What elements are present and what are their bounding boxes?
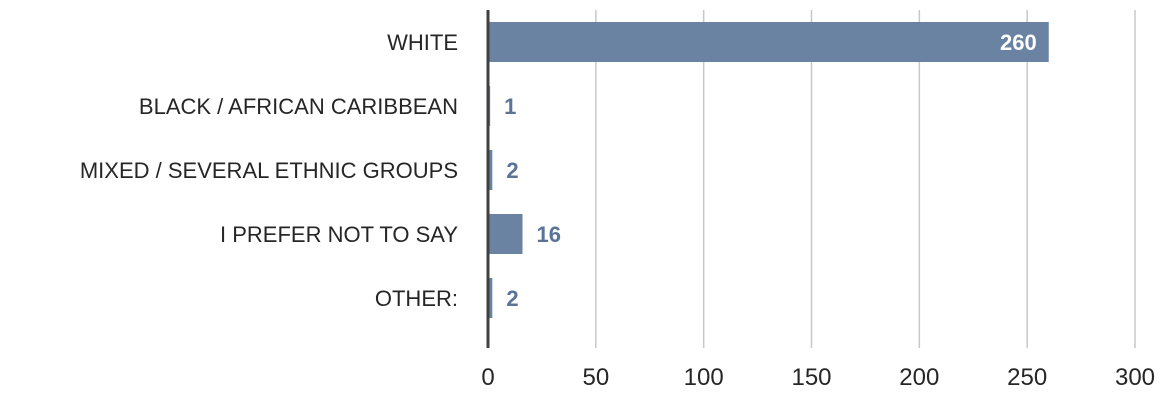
data-label: 16 bbox=[537, 222, 561, 247]
category-label: BLACK / AFRICAN CARIBBEAN bbox=[139, 94, 458, 119]
x-tick-labels: 0 50 100 150 200 250 300 bbox=[481, 364, 1155, 391]
bar bbox=[488, 22, 1049, 62]
data-label: 2 bbox=[506, 286, 518, 311]
x-tick-label: 200 bbox=[899, 364, 939, 391]
x-tick-label: 100 bbox=[684, 364, 724, 391]
data-label: 1 bbox=[504, 94, 516, 119]
category-label: WHITE bbox=[387, 30, 458, 55]
category-label: MIXED / SEVERAL ETHNIC GROUPS bbox=[80, 158, 458, 183]
x-tick-label: 0 bbox=[481, 364, 494, 391]
x-tick-label: 300 bbox=[1115, 364, 1155, 391]
data-label: 260 bbox=[1000, 30, 1037, 55]
bar bbox=[488, 278, 493, 318]
gridlines bbox=[595, 10, 1136, 348]
bar bbox=[488, 150, 493, 190]
data-label: 2 bbox=[506, 158, 518, 183]
x-tick-label: 150 bbox=[791, 364, 831, 391]
category-label: I PREFER NOT TO SAY bbox=[220, 222, 458, 247]
bars bbox=[488, 22, 1049, 318]
category-labels: WHITE BLACK / AFRICAN CARIBBEAN MIXED / SE… bbox=[80, 30, 458, 311]
bar bbox=[488, 214, 523, 254]
data-labels: 260 1 2 16 2 bbox=[504, 30, 1037, 311]
category-label: OTHER: bbox=[375, 286, 458, 311]
x-tick-label: 250 bbox=[1007, 364, 1047, 391]
x-tick-label: 50 bbox=[582, 364, 609, 391]
